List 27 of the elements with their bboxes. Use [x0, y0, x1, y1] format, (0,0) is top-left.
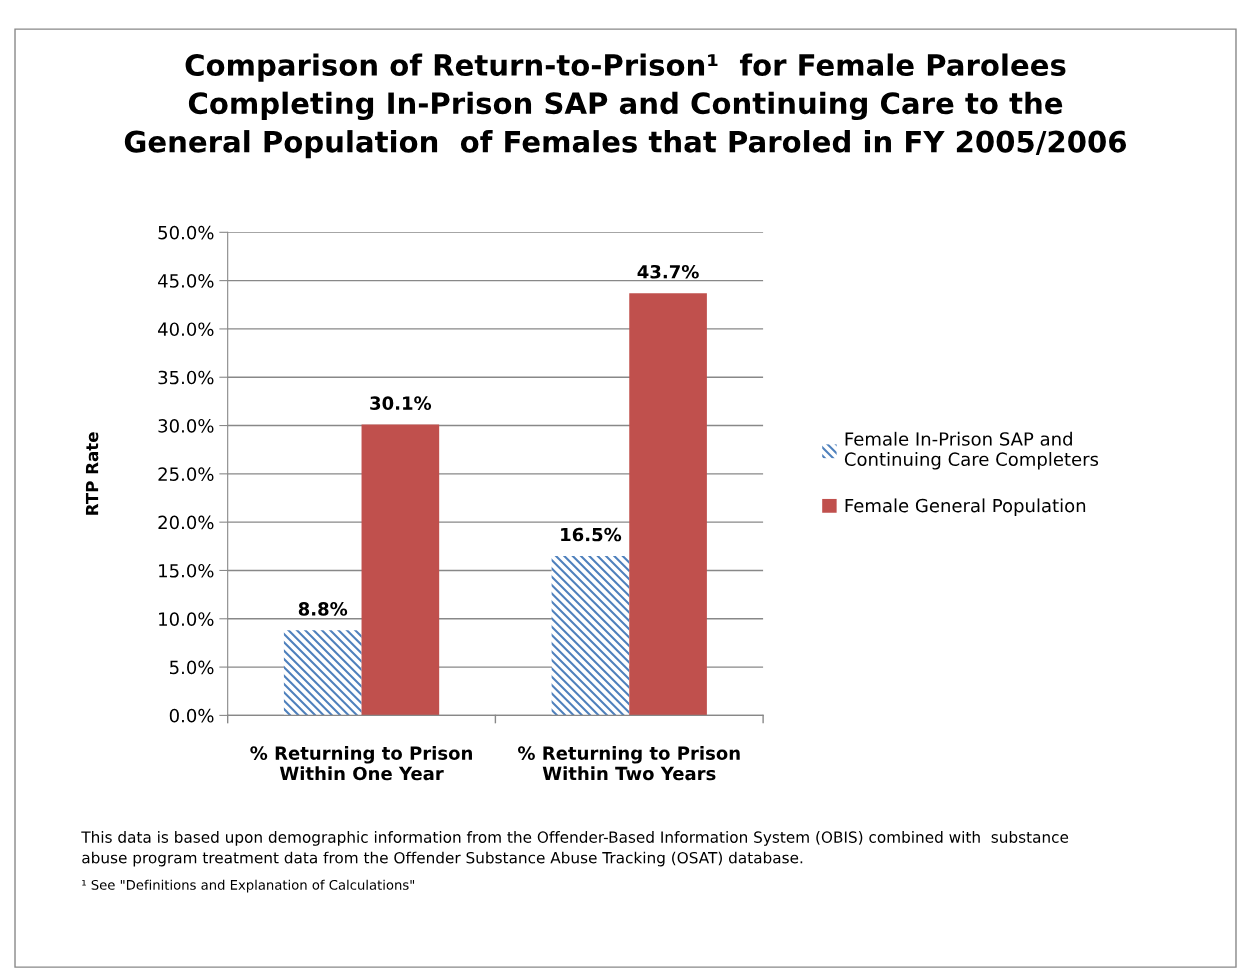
x-tick-label: % Returning to Prison Within One Year	[250, 745, 472, 781]
text: ¹ See "Definitions and Explanation of Calculations"	[82, 879, 415, 893]
y-tick-label: 50.0%	[158, 225, 214, 240]
y-tick-label: 5.0%	[170, 660, 214, 675]
y-tick-label: 35.0%	[158, 370, 214, 385]
y-tick-label: 20.0%	[158, 515, 214, 530]
legend-label: Female General Population	[845, 498, 1086, 516]
y-tick-label: 10.0%	[159, 612, 214, 626]
y-tick-label: 0.0%	[169, 708, 214, 723]
bar	[551, 555, 630, 716]
legend-label: Female In-Prison SAP and Continuing Care Completers	[844, 431, 1099, 470]
bar	[629, 293, 707, 716]
y-tick-label: 45.0%	[158, 274, 214, 288]
x-tick-label: % Returning to Prison Within Two Years	[518, 745, 740, 781]
y-tick-label: 25.0%	[158, 467, 214, 481]
y-axis-title: RTP Rate	[85, 432, 99, 515]
data-label: 16.5%	[561, 527, 622, 542]
y-tick-label: 30.0%	[158, 419, 214, 433]
chart-title: Comparison of Return-to-Prison¹ for Female Parolees Completing In-Prison SAP and Continuing Care to the General Population of Females that Paroled in FY 2005/2006	[124, 53, 1127, 159]
data-label: 30.1%	[370, 396, 432, 410]
bar	[283, 630, 362, 716]
data-label: 43.7%	[637, 264, 699, 279]
y-tick-label: 40.0%	[158, 322, 214, 337]
text: This data is based upon demographic information from the Offender-Based Information System (OBIS) combined with substance abuse program treatment data from the Offender Substance Abuse Tracking (OSAT) database.	[81, 831, 1069, 867]
y-tick-label: 15.0%	[159, 563, 214, 578]
bar	[361, 424, 440, 716]
data-label: 8.8%	[298, 602, 348, 616]
